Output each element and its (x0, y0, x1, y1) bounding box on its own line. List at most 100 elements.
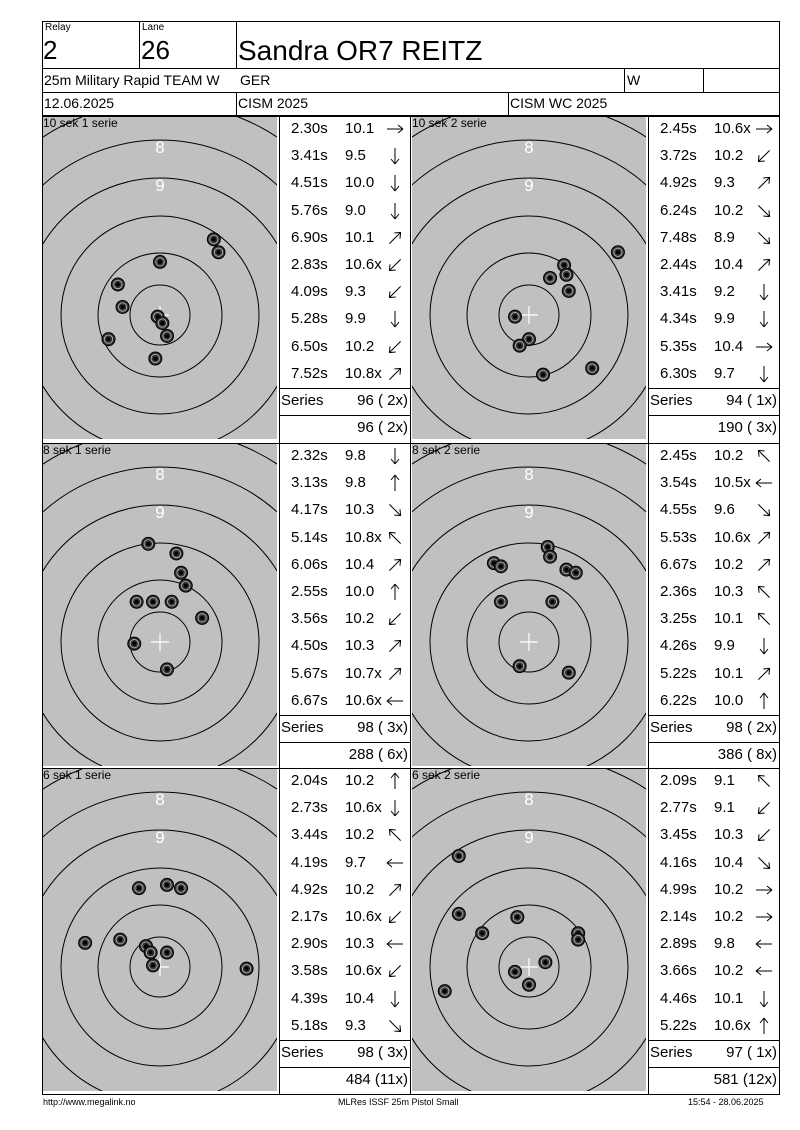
shot-score: 9.9 (714, 637, 735, 655)
shot-time: 2.44s (660, 256, 697, 273)
direction-arrow-icon (388, 286, 402, 299)
shot-score: 10.7x (345, 664, 382, 682)
shot-score: 10.1 (714, 989, 744, 1007)
shot-score: 10.1 (345, 228, 375, 246)
series-label: Series (650, 719, 693, 736)
ring-number: 8 (524, 790, 533, 809)
shot-hole-center (179, 570, 184, 575)
shot-score: 10.1 (714, 664, 744, 682)
series-score: 98 ( 3x) (357, 1044, 408, 1061)
shot-time: 6.06s (291, 555, 328, 573)
target-ring (412, 829, 646, 1091)
lane-value: 26 (141, 35, 170, 65)
shot-score: 10.3 (345, 501, 375, 519)
shot-time: 6.67s (291, 691, 328, 709)
shot-score: 10.4 (714, 337, 744, 355)
shot-time: 2.90s (291, 935, 328, 953)
shot-hole-center (165, 950, 170, 955)
shot-hole-center (545, 545, 550, 550)
shot-hole-center (158, 259, 162, 264)
shot-score: 10.6x (345, 799, 382, 817)
list-border (648, 116, 649, 443)
target-ring (43, 466, 277, 513)
direction-arrow-icon (388, 883, 402, 896)
shot-hole-ring (197, 613, 207, 623)
shot-hole-ring (477, 928, 487, 938)
direction-arrow-icon (755, 478, 772, 488)
shot-score: 10.6x (714, 528, 751, 546)
shot-score: 10.3 (345, 637, 375, 655)
target-ring (43, 444, 277, 465)
shot-hole-ring (540, 957, 550, 967)
shot-hole-ring (241, 964, 252, 974)
shot-time: 4.92s (660, 174, 697, 192)
target-ring (60, 542, 260, 742)
shot-score: 10.6x (714, 120, 751, 137)
shot-hole-ring (134, 883, 144, 893)
ring-number: 8 (524, 465, 533, 484)
shot-hole-ring (117, 302, 128, 312)
shot-hole-center (150, 963, 155, 968)
shot-time: 3.13s (291, 474, 328, 492)
shot-hole-ring (510, 967, 520, 977)
shot-time: 2.89s (660, 935, 697, 953)
shot-hole-center (134, 599, 139, 604)
target-ring (412, 769, 646, 790)
list-border (279, 116, 280, 443)
shot-hole-center (590, 366, 595, 371)
direction-arrow-icon (388, 667, 402, 680)
shot-time: 4.39s (291, 989, 328, 1007)
shot-hole-ring (440, 986, 450, 996)
series-divider (648, 388, 779, 389)
ring-number: 9 (524, 1088, 533, 1091)
direction-arrow-icon (388, 613, 402, 626)
series-title: 6 sek 1 serie (43, 768, 112, 782)
shot-hole-center (211, 237, 216, 242)
shot-time: 6.67s (660, 555, 697, 573)
shot-time: 6.22s (660, 691, 697, 709)
series-divider (648, 1040, 779, 1041)
direction-arrow-icon (756, 885, 773, 895)
shot-score: 10.1 (345, 120, 375, 137)
shot-time: 4.09s (291, 283, 328, 301)
direction-arrow-icon (386, 939, 403, 949)
shot-score: 10.5x (714, 474, 751, 492)
direction-arrow-icon (757, 204, 771, 217)
target-ring (429, 867, 629, 1067)
target-ring (429, 542, 629, 742)
direction-arrow-icon (390, 583, 400, 600)
direction-arrow-icon (759, 284, 769, 301)
shot-hole-center (564, 272, 569, 277)
shot-hole-center (512, 314, 517, 319)
shot-hole-ring (146, 947, 156, 958)
shot-hole-ring (571, 568, 581, 578)
target-ring (43, 769, 277, 790)
shot-hole-ring (547, 597, 557, 607)
shot-hole-center (174, 551, 179, 556)
shot-score: 9.0 (345, 201, 366, 219)
shot-score: 10.6x (345, 908, 382, 925)
ring-number: 9 (524, 176, 533, 195)
shot-score: 10.2 (714, 147, 744, 165)
running-total: 581 (12x) (713, 1071, 777, 1088)
shot-hole-center (200, 615, 205, 620)
footer-url[interactable]: http://www.megalink.no (43, 1097, 136, 1107)
target: 8998 (43, 117, 277, 439)
panel-separator (42, 116, 780, 117)
direction-arrow-icon (755, 939, 772, 949)
shot-time: 4.17s (291, 501, 328, 519)
total-divider (648, 1067, 779, 1068)
shot-time: 3.45s (660, 826, 697, 844)
shot-hole-center (550, 599, 555, 604)
target-ring (129, 936, 191, 998)
shot-score: 10.2 (714, 555, 744, 573)
shot-score: 10.2 (345, 337, 375, 355)
relay-value: 2 (43, 35, 58, 65)
target: 8998 (412, 117, 646, 439)
direction-arrow-icon (390, 772, 400, 789)
direction-arrow-icon (757, 231, 771, 244)
shot-time: 4.34s (660, 310, 697, 328)
shot-hole-ring (209, 234, 219, 244)
shot-time: 4.99s (660, 880, 697, 898)
direction-arrow-icon (756, 124, 773, 134)
